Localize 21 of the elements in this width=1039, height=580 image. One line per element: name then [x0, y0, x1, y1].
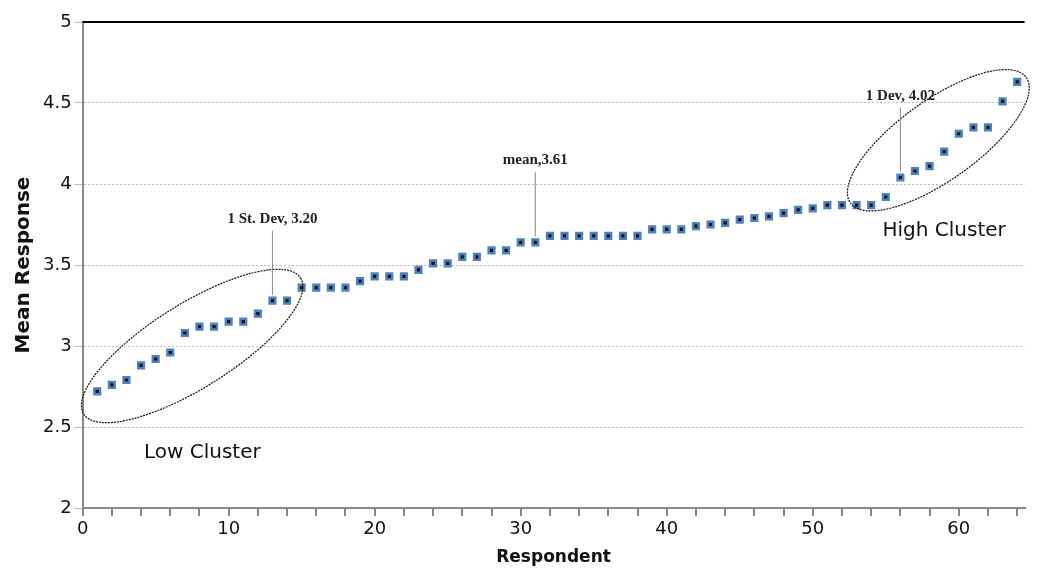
- y-tick-label: 2.5: [42, 414, 72, 436]
- x-tick-label: 50: [801, 517, 825, 539]
- x-tick-label: 0: [76, 517, 89, 539]
- y-tick-label: 4: [60, 171, 72, 193]
- y-tick-label: 3: [60, 333, 72, 355]
- x-tick-label: 20: [363, 517, 387, 539]
- annotation: Low Cluster: [144, 439, 262, 464]
- y-tick-label: 5: [60, 9, 72, 31]
- y-tick-label: 4.5: [42, 90, 72, 112]
- annotation: 1 St. Dev, 3.20: [227, 209, 318, 226]
- x-tick-label: 60: [947, 517, 971, 539]
- x-tick-label: 10: [217, 517, 241, 539]
- y-axis-title: Mean Response: [10, 176, 35, 354]
- y-tick-label: 2: [60, 495, 72, 517]
- y-tick-label: 3.5: [42, 252, 72, 274]
- x-tick-label: 30: [509, 517, 533, 539]
- annotation: High Cluster: [882, 217, 1007, 242]
- x-axis-title: Respondent: [496, 546, 611, 567]
- annotation: 1 Dev, 4.02: [865, 86, 935, 103]
- annotation: mean,3.61: [502, 151, 568, 168]
- x-tick-label: 40: [655, 517, 679, 539]
